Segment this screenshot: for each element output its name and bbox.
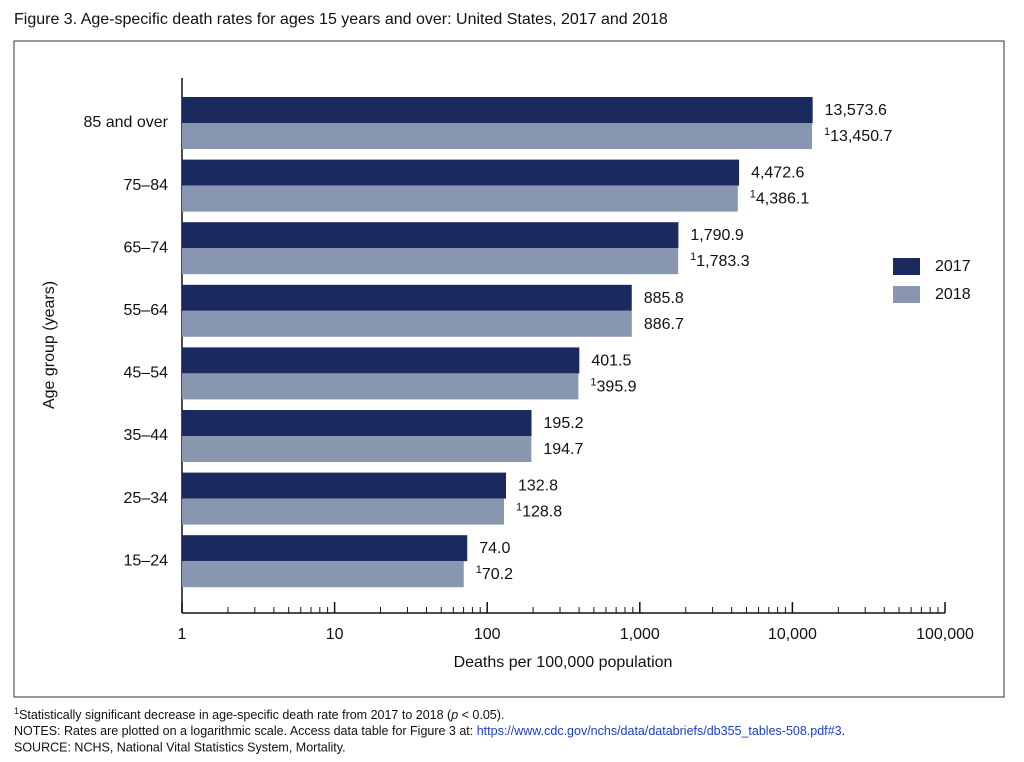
data-label: 1395.9 xyxy=(590,376,636,395)
footnote-mark: 1 xyxy=(590,376,596,388)
data-label: 11,783.3 xyxy=(690,251,750,270)
frame xyxy=(13,40,1005,698)
x-tick-label: 10 xyxy=(326,626,344,643)
data-label: 195.2 xyxy=(544,415,584,432)
bar xyxy=(182,410,532,436)
x-tick-label: 100 xyxy=(474,626,501,643)
data-label: 170.2 xyxy=(476,564,513,583)
data-label-value: 74.0 xyxy=(479,540,510,557)
notes-text: . xyxy=(842,724,845,738)
x-tick-label: 1,000 xyxy=(620,626,660,643)
y-tick-label: 45–54 xyxy=(124,365,169,382)
data-label: 4,472.6 xyxy=(751,165,804,182)
footnote-mark: 1 xyxy=(14,706,19,716)
footnote-italic: p xyxy=(450,708,458,722)
data-label: 885.8 xyxy=(644,290,684,307)
x-tick-label: 100,000 xyxy=(916,626,974,643)
y-tick-label: 75–84 xyxy=(124,177,169,194)
data-label-value: 195.2 xyxy=(544,415,584,432)
y-tick-label: 65–74 xyxy=(124,239,169,256)
y-tick-label: 85 and over xyxy=(83,114,168,131)
footnote-text: Statistically significant decrease in ag… xyxy=(19,708,452,722)
data-label: 401.5 xyxy=(591,353,631,370)
data-label-value: 886.7 xyxy=(644,316,684,333)
bar xyxy=(182,373,579,400)
footnote-mark: 1 xyxy=(690,251,696,263)
data-label-value: 128.8 xyxy=(522,504,562,521)
data-label: 14,386.1 xyxy=(750,189,810,208)
data-label: 194.7 xyxy=(543,441,583,458)
footnote-mark: 1 xyxy=(750,189,756,201)
x-tick-label: 1 xyxy=(178,626,187,643)
bar xyxy=(182,472,507,499)
y-tick-label: 35–44 xyxy=(124,427,169,444)
bar xyxy=(182,561,464,588)
footnote-mark: 1 xyxy=(476,564,482,576)
data-label-value: 885.8 xyxy=(644,290,684,307)
data-label-value: 4,472.6 xyxy=(751,165,804,182)
bar xyxy=(182,159,740,186)
data-label-value: 401.5 xyxy=(591,353,631,370)
data-label: 113,450.7 xyxy=(824,126,893,145)
y-axis-label: Age group (years) xyxy=(41,281,58,409)
legend-swatch xyxy=(893,286,920,303)
chart-title: Figure 3. Age-specific death rates for a… xyxy=(14,11,668,28)
legend-label: 2018 xyxy=(935,286,971,303)
data-label-value: 395.9 xyxy=(597,379,637,396)
data-label-value: 194.7 xyxy=(543,441,583,458)
footnote-mark: 1 xyxy=(824,126,830,138)
bar xyxy=(182,347,580,374)
bar xyxy=(182,123,813,149)
data-label-value: 132.8 xyxy=(518,478,558,495)
data-label-value: 4,386.1 xyxy=(756,191,809,208)
notes-link[interactable]: https://www.cdc.gov/nchs/data/databriefs… xyxy=(477,724,842,738)
data-label-value: 1,783.3 xyxy=(696,253,749,270)
bar xyxy=(182,185,738,212)
bar xyxy=(182,535,468,562)
notes: NOTES: Rates are plotted on a logarithmi… xyxy=(14,724,845,738)
data-label-value: 13,450.7 xyxy=(830,128,892,145)
y-tick-label: 15–24 xyxy=(124,552,169,569)
bar xyxy=(182,498,504,525)
y-tick-label: 55–64 xyxy=(124,302,169,319)
bar xyxy=(182,310,632,337)
x-tick-label: 10,000 xyxy=(768,626,817,643)
data-label: 886.7 xyxy=(644,316,684,333)
legend-swatch xyxy=(893,258,920,275)
data-label-value: 13,573.6 xyxy=(825,102,887,119)
data-label-value: 1,790.9 xyxy=(690,227,743,244)
bar xyxy=(182,222,679,249)
bar xyxy=(182,284,632,311)
bar xyxy=(182,436,532,462)
y-tick-label: 25–34 xyxy=(124,490,169,507)
legend-label: 2017 xyxy=(935,258,971,275)
data-label: 132.8 xyxy=(518,478,558,495)
data-label-value: 70.2 xyxy=(482,566,513,583)
data-label: 1128.8 xyxy=(516,502,562,521)
footnote-mark: 1 xyxy=(516,502,522,514)
data-label: 1,790.9 xyxy=(690,227,743,244)
bar xyxy=(182,248,679,275)
source: SOURCE: NCHS, National Vital Statistics … xyxy=(14,740,346,754)
data-label: 74.0 xyxy=(479,540,510,557)
x-axis-label: Deaths per 100,000 population xyxy=(454,654,673,671)
footnote: 1Statistically significant decrease in a… xyxy=(14,706,504,722)
data-label: 13,573.6 xyxy=(825,102,887,119)
notes-text: NOTES: Rates are plotted on a logarithmi… xyxy=(14,724,477,738)
bar xyxy=(182,97,813,123)
footnote-text: < 0.05). xyxy=(458,708,504,722)
